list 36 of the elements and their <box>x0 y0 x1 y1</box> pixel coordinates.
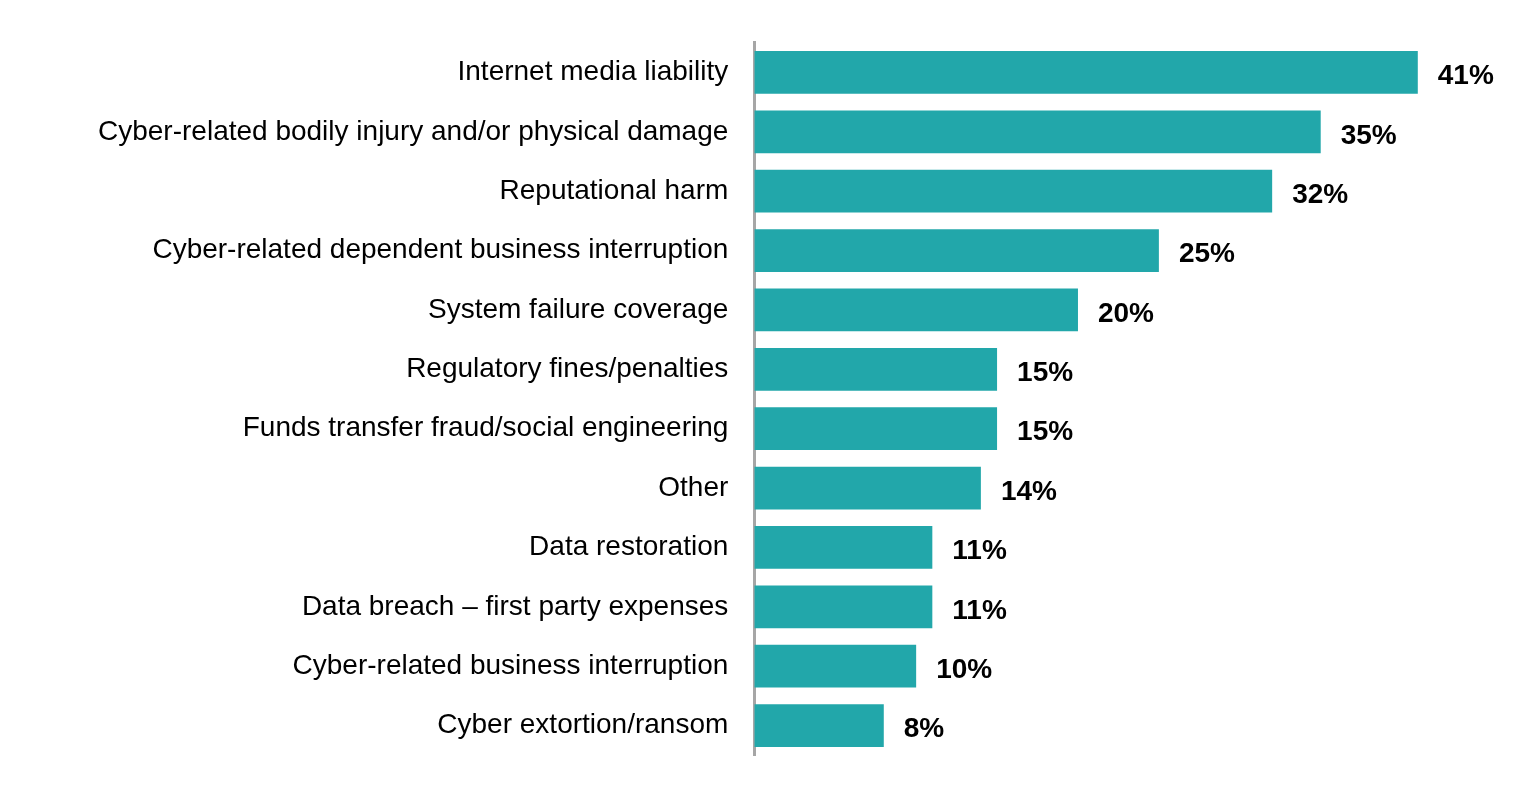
bar <box>754 288 1078 332</box>
bar <box>754 526 933 569</box>
data-label: 35% <box>1340 118 1397 150</box>
bar <box>754 585 933 629</box>
y-tick-label: Reputational harm <box>499 173 729 205</box>
data-label: 20% <box>1097 296 1155 328</box>
data-label: 8% <box>903 712 945 744</box>
bar <box>754 51 1418 94</box>
y-tick-label: Funds transfer fraud/social engineering <box>242 411 729 443</box>
y-tick-label: Data breach – first party expenses <box>301 589 729 621</box>
bar <box>754 644 917 688</box>
y-tick-label: Cyber-related dependent business interruption <box>152 233 729 265</box>
y-tick-label: Regulatory fines/penalties <box>406 352 729 384</box>
data-label: 14% <box>1000 474 1058 506</box>
data-label: 41% <box>1437 59 1494 91</box>
data-label: 25% <box>1178 237 1236 269</box>
y-tick-label: Other <box>658 470 729 502</box>
data-label: 15% <box>1017 356 1074 388</box>
y-tick-label: Internet media liability <box>457 55 729 87</box>
data-label: 15% <box>1017 415 1074 447</box>
bar <box>754 347 998 391</box>
y-tick-label: Cyber-related bodily injury and/or physical damage <box>98 114 729 146</box>
data-label: 11% <box>952 534 1007 566</box>
y-tick-label: Data restoration <box>529 530 729 562</box>
data-label: 10% <box>936 652 993 684</box>
data-label: 32% <box>1292 177 1349 209</box>
y-tick-label: Cyber extortion/ransom <box>437 708 729 740</box>
y-tick-label: System failure coverage <box>427 292 729 324</box>
bar <box>754 407 998 451</box>
y-tick-label: Cyber-related business interruption <box>292 648 729 680</box>
data-label: 11% <box>952 593 1007 625</box>
bar <box>754 704 884 747</box>
bar <box>754 229 1159 272</box>
bar <box>754 466 981 510</box>
bar <box>754 110 1321 154</box>
bar <box>754 169 1273 213</box>
